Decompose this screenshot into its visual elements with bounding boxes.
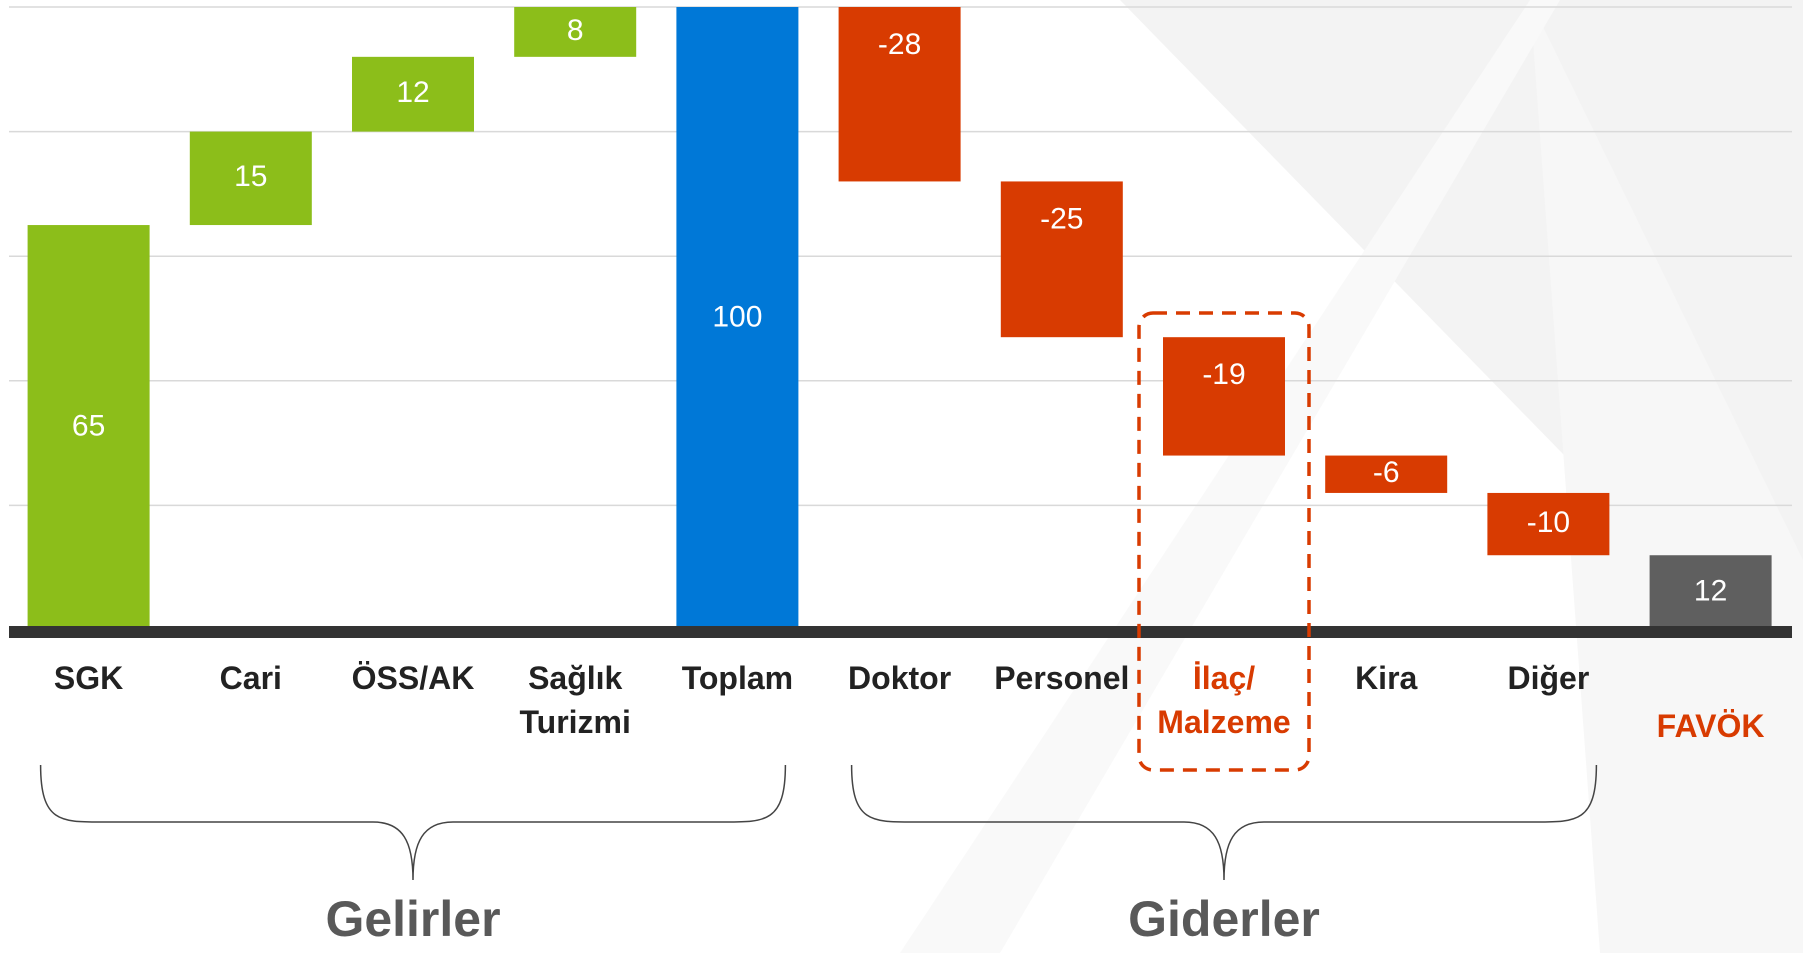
label-line: İlaç/ (1193, 660, 1255, 696)
group-label: Gelirler (325, 891, 500, 947)
bg-shape (1530, 0, 1803, 953)
bar (1325, 455, 1448, 493)
bar (189, 131, 312, 226)
bar (1163, 337, 1285, 456)
bar (676, 7, 799, 630)
label-line: Turizmi (519, 704, 630, 740)
category-label: Cari (220, 660, 282, 696)
bar (514, 7, 637, 57)
bar (1649, 555, 1772, 630)
group-label: Giderler (1128, 891, 1320, 947)
labels: 65 15 12 8 100 -28 -25 -19 -6 -10 12 SGK Cari ÖSS/AK S… (39, 14, 1765, 947)
bar (838, 7, 961, 182)
bar (1000, 181, 1123, 338)
category-label: Doktor (848, 660, 951, 696)
category-label: Personel (994, 660, 1129, 696)
value-label: -25 (1040, 202, 1083, 235)
bg-shape (900, 0, 1560, 953)
brace (850, 764, 1598, 881)
value-label: 65 (72, 409, 105, 442)
value-label: 15 (234, 160, 267, 193)
category-label: Toplam (682, 660, 793, 696)
bars (9, 7, 1792, 638)
label-line: Sağlık (528, 660, 622, 696)
category-label: FAVÖK (1657, 708, 1765, 744)
bar (352, 56, 474, 132)
label-line: Malzeme (1157, 704, 1290, 740)
bar (1487, 492, 1610, 556)
value-label: 8 (567, 14, 584, 47)
category-label: İlaç/Malzeme (1157, 660, 1290, 740)
value-label: -10 (1527, 506, 1570, 539)
category-label: Diğer (1508, 660, 1590, 696)
value-label: 12 (1694, 575, 1727, 608)
brace (39, 764, 787, 881)
highlight-box (1137, 311, 1311, 772)
value-label: 100 (712, 300, 762, 333)
value-label: -6 (1373, 456, 1400, 489)
value-label: -19 (1202, 358, 1245, 391)
category-label: Kira (1355, 660, 1417, 696)
category-label: SGK (54, 660, 123, 696)
category-label: Sağlık Turizmi (519, 660, 630, 740)
category-label: ÖSS/AK (352, 660, 475, 696)
background-shapes (900, 0, 1803, 953)
bar (27, 225, 150, 631)
value-label: -28 (878, 28, 921, 61)
value-label: 12 (396, 76, 429, 109)
